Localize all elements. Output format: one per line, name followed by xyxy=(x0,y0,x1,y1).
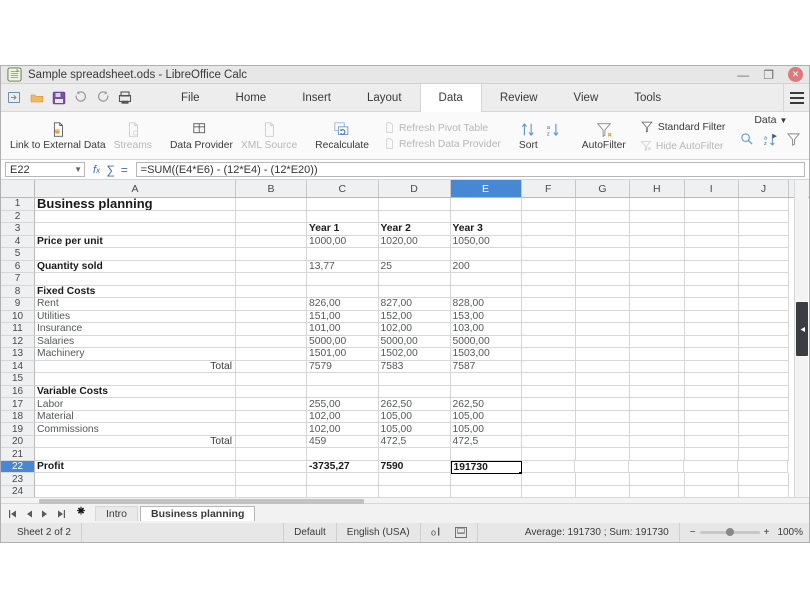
svg-text:o: o xyxy=(431,528,436,538)
svg-text:a: a xyxy=(547,125,551,131)
svg-text:z: z xyxy=(764,141,767,147)
svg-text:z: z xyxy=(547,131,550,137)
